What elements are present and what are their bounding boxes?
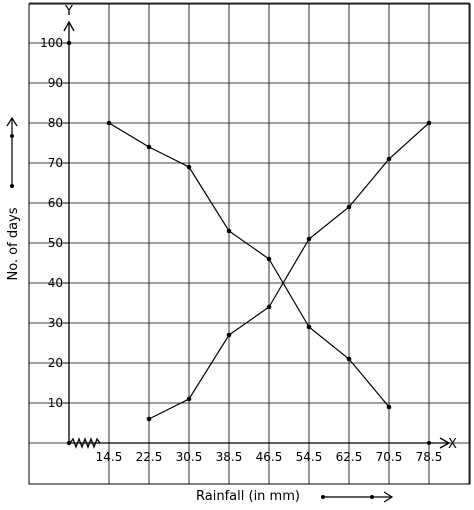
series-layer (108, 122, 430, 420)
y-tick-label: 30 (48, 316, 63, 330)
data-point (186, 396, 192, 402)
axis-break-icon (69, 437, 101, 449)
x-axis-arrow-icon (439, 437, 451, 449)
x-tick-label: 46.5 (256, 450, 283, 464)
data-point (146, 416, 152, 422)
y-tick-label: 50 (48, 236, 63, 250)
data-point (226, 228, 232, 234)
grid (29, 2, 470, 484)
x-tick-label: 54.5 (296, 450, 323, 464)
x-tick-label: 14.5 (96, 450, 123, 464)
y-tick-label: 100 (40, 36, 63, 50)
x-tick-label: 70.5 (376, 450, 403, 464)
axes (63, 20, 451, 449)
y-axis-title: No. of days (6, 207, 21, 280)
data-point (186, 164, 192, 170)
x-tick-label: 38.5 (216, 450, 243, 464)
x-tick-label: 62.5 (336, 450, 363, 464)
data-point (426, 120, 432, 126)
x-tick-label: 78.5 (416, 450, 443, 464)
data-point (346, 204, 352, 210)
y-tick-label: 10 (48, 396, 63, 410)
data-point (386, 404, 392, 410)
data-point (306, 236, 312, 242)
y-tick-label: 90 (48, 76, 63, 90)
y-tick-label: 20 (48, 356, 63, 370)
series-line-1 (108, 122, 390, 408)
points-layer (106, 120, 432, 422)
y-tick-label: 40 (48, 276, 63, 290)
y-tick-label: 80 (48, 116, 63, 130)
data-point (346, 356, 352, 362)
data-point (386, 156, 392, 162)
x-axis-name: X (448, 437, 457, 452)
tick-labels: 10 20 30 40 50 60 70 80 90 100 14.5 22.5 30.5 38.5 46.… (40, 36, 442, 464)
data-point (266, 304, 272, 310)
y-tick-label: 60 (48, 196, 63, 210)
plot-border (28, 3, 471, 485)
data-point (306, 324, 312, 330)
x-direction-arrow-icon (321, 491, 394, 503)
x-tick-label: 22.5 (136, 450, 163, 464)
y-direction-arrow-icon (6, 116, 18, 188)
data-point (146, 144, 152, 150)
x-axis-title: Rainfall (in mm) (196, 489, 300, 504)
y-axis-arrow-icon (63, 20, 75, 32)
x-axis-end-point (427, 441, 431, 445)
x-tick-label: 30.5 (176, 450, 203, 464)
data-point (106, 120, 112, 126)
data-point (266, 256, 272, 262)
series-line-2 (148, 122, 430, 420)
data-point (226, 332, 232, 338)
y-tick-label: 70 (48, 156, 63, 170)
y-axis-name: Y (64, 4, 73, 19)
